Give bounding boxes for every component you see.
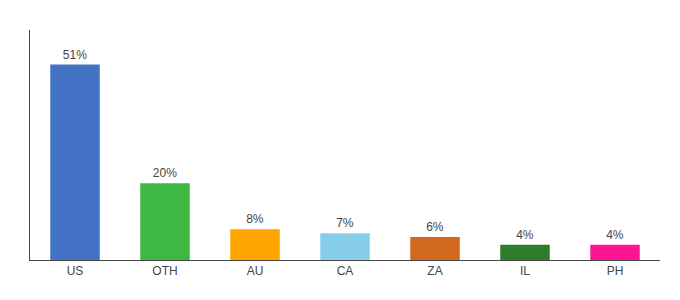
svg-text:AU: AU <box>247 264 264 278</box>
svg-text:ZA: ZA <box>427 264 442 278</box>
svg-text:PH: PH <box>607 264 624 278</box>
svg-text:4%: 4% <box>516 228 534 242</box>
svg-text:8%: 8% <box>246 212 264 226</box>
svg-text:51%: 51% <box>63 48 87 62</box>
svg-text:6%: 6% <box>426 220 444 234</box>
svg-text:CA: CA <box>337 264 354 278</box>
svg-text:US: US <box>67 264 84 278</box>
svg-text:20%: 20% <box>153 166 177 180</box>
svg-text:4%: 4% <box>606 228 624 242</box>
svg-text:IL: IL <box>520 264 530 278</box>
svg-text:OTH: OTH <box>152 264 177 278</box>
svg-text:7%: 7% <box>336 216 354 230</box>
